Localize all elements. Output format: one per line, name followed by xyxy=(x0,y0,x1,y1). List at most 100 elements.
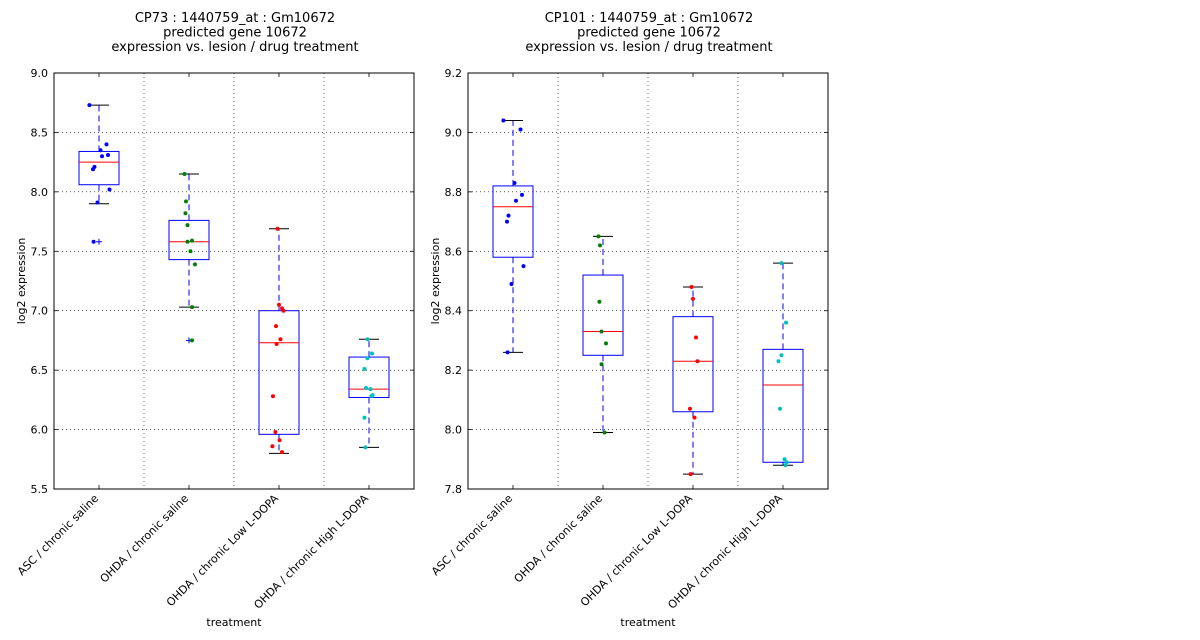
y-tick-label: 9.0 xyxy=(445,126,463,139)
x-tick-label: OHDA / chronic saline xyxy=(512,492,606,586)
box-iqr xyxy=(258,310,300,435)
data-point xyxy=(190,305,194,310)
data-point xyxy=(695,359,700,364)
y-tick-label: 9.0 xyxy=(31,67,49,80)
data-point xyxy=(362,366,367,371)
data-point xyxy=(362,415,367,420)
data-point xyxy=(694,335,698,340)
data-point xyxy=(368,387,373,392)
data-point xyxy=(104,142,109,147)
chart-title-line: CP101 : 1440759_at : Gm10672 xyxy=(545,11,754,26)
data-point xyxy=(95,200,100,205)
axes-frame xyxy=(467,72,829,490)
y-tick-label: 5.5 xyxy=(31,483,49,496)
data-point xyxy=(100,154,104,159)
data-point xyxy=(779,261,784,266)
data-point xyxy=(185,223,190,228)
box-iqr xyxy=(348,356,390,398)
data-point xyxy=(520,192,524,197)
x-tick-label: ASC / chronic saline xyxy=(15,492,101,578)
data-point xyxy=(270,444,275,449)
axes-frame xyxy=(53,72,415,490)
data-point xyxy=(275,226,280,231)
y-tick-label: 8.0 xyxy=(445,424,463,437)
data-point xyxy=(604,341,608,346)
data-point xyxy=(596,234,601,239)
data-point xyxy=(274,324,278,329)
y-tick-label: 8.2 xyxy=(445,364,463,377)
data-point xyxy=(597,299,602,304)
y-tick-label: 8.5 xyxy=(31,126,49,139)
data-point xyxy=(365,337,370,342)
data-point xyxy=(274,341,279,346)
data-point xyxy=(505,350,510,355)
data-point xyxy=(778,406,782,411)
data-point xyxy=(190,238,194,243)
data-point xyxy=(98,148,103,153)
data-point xyxy=(688,406,692,411)
data-point xyxy=(369,394,374,399)
y-tick-label: 7.0 xyxy=(31,305,49,318)
data-point xyxy=(91,239,96,244)
y-tick-label: 8.4 xyxy=(445,305,463,318)
y-tick-label: 7.8 xyxy=(445,483,463,496)
x-axis-label: treatment xyxy=(620,616,676,629)
chart-title-line: predicted gene 10672 xyxy=(163,26,307,41)
y-axis-label: log2 expression xyxy=(429,238,442,325)
data-point xyxy=(598,243,602,248)
y-tick-label: 8.6 xyxy=(445,245,463,258)
y-tick-label: 7.5 xyxy=(31,245,49,258)
data-point xyxy=(370,351,374,356)
data-point xyxy=(692,415,697,420)
data-point xyxy=(364,385,368,390)
data-point xyxy=(107,187,112,192)
data-point xyxy=(277,438,282,443)
data-point xyxy=(691,296,695,301)
data-point xyxy=(521,264,526,269)
data-point xyxy=(783,463,788,468)
box-iqr xyxy=(762,348,804,463)
box-iqr xyxy=(582,274,624,356)
data-point xyxy=(87,103,92,108)
data-point xyxy=(183,211,188,216)
data-point xyxy=(281,308,286,313)
box-iqr xyxy=(78,150,120,186)
box-iqr xyxy=(168,219,210,261)
y-tick-label: 9.2 xyxy=(445,67,463,80)
chart-title-line: CP73 : 1440759_at : Gm10672 xyxy=(135,11,335,26)
data-point xyxy=(185,239,190,244)
data-point xyxy=(599,362,604,367)
data-point xyxy=(184,199,188,204)
data-point xyxy=(188,249,193,254)
data-point xyxy=(518,127,523,132)
box-iqr xyxy=(672,316,714,413)
chart-title-line: expression vs. lesion / drug treatment xyxy=(111,40,358,55)
data-point xyxy=(91,167,95,172)
data-point xyxy=(509,281,514,286)
data-point xyxy=(365,356,370,361)
data-point xyxy=(776,359,781,364)
data-point xyxy=(602,430,607,435)
data-point xyxy=(512,180,517,185)
data-point xyxy=(501,118,506,123)
box-iqr xyxy=(492,185,534,258)
x-tick-label: OHDA / chronic saline xyxy=(98,492,192,586)
data-point xyxy=(193,262,197,267)
data-point xyxy=(689,284,694,289)
y-axis-label: log2 expression xyxy=(15,238,28,325)
data-point xyxy=(779,353,784,358)
data-point xyxy=(190,338,194,343)
data-point xyxy=(514,198,518,203)
data-point xyxy=(784,320,788,325)
data-point xyxy=(182,172,187,177)
data-point xyxy=(106,153,110,158)
data-point xyxy=(506,213,511,218)
x-tick-label: ASC / chronic saline xyxy=(429,492,515,578)
data-point xyxy=(277,302,281,307)
x-axis-label: treatment xyxy=(206,616,262,629)
y-tick-label: 8.8 xyxy=(445,186,463,199)
data-point xyxy=(271,394,275,399)
data-point xyxy=(363,445,368,450)
